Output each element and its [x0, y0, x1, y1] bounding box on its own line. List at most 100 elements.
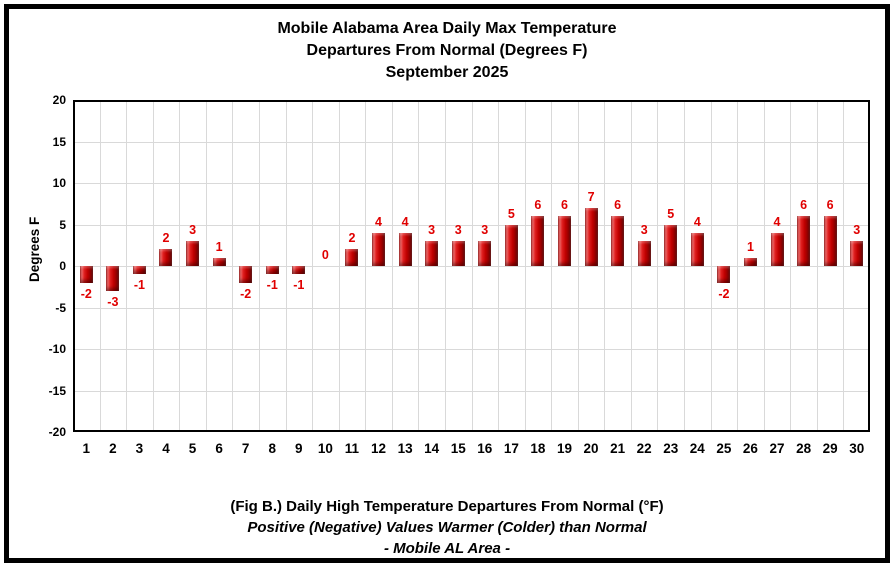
gridline-vertical: [391, 102, 393, 430]
bar: [292, 266, 306, 275]
bar: [531, 216, 545, 266]
y-axis-tick-label: -5: [55, 300, 66, 315]
x-axis-tick-label: 11: [344, 441, 360, 456]
gridline-vertical: [551, 102, 553, 430]
bar-value-label: 2: [162, 231, 170, 246]
gridline-vertical: [179, 102, 181, 430]
y-axis-tick-label: -20: [48, 425, 66, 439]
x-axis-tick-label: 29: [822, 441, 838, 456]
gridline-vertical: [126, 102, 128, 430]
chart-title-line2: Departures From Normal (Degrees F): [306, 42, 588, 59]
gridline-vertical: [471, 102, 473, 430]
bar-value-label: -3: [107, 294, 119, 309]
x-axis-tick-label: 30: [849, 441, 865, 456]
bar: [186, 241, 200, 266]
bar: [239, 266, 253, 283]
bar: [504, 224, 518, 266]
y-axis-tick-label: 0: [59, 259, 66, 273]
bar-value-label: 5: [667, 206, 675, 221]
x-axis-tick-label: 20: [583, 441, 599, 456]
bar: [850, 241, 864, 266]
bar-value-label: 4: [401, 214, 409, 229]
bar: [106, 266, 120, 291]
x-axis-tick-label: 16: [477, 441, 493, 456]
gridline-vertical: [790, 102, 792, 430]
x-axis-tick-label: 4: [162, 441, 170, 456]
figure-caption: (Fig B.) Daily High Temperature Departur…: [0, 496, 894, 559]
gridline-vertical: [99, 102, 101, 430]
bar: [345, 249, 359, 266]
bar: [79, 266, 93, 283]
bar: [797, 216, 811, 266]
bar: [664, 224, 678, 266]
gridline-vertical: [816, 102, 818, 430]
gridline-vertical: [630, 102, 632, 430]
bar-value-label: -2: [718, 286, 730, 301]
x-axis-tick-label: 27: [769, 441, 785, 456]
gridline-vertical: [710, 102, 712, 430]
x-axis-tick-label: 14: [424, 441, 440, 456]
bar: [132, 266, 146, 275]
gridline-vertical: [684, 102, 686, 430]
plot-area: -2 -3 -1 2 3 1 -2 -1 -1 0 2 4 4 3 3 3 5 6 6 7 6 3 5 4 -2 1 4 6 6 3: [73, 100, 870, 432]
bar: [372, 232, 386, 266]
chart-title: Mobile Alabama Area Daily Max Temperatur…: [0, 18, 894, 84]
gridline-vertical: [737, 102, 739, 430]
bar-value-label: 6: [560, 198, 568, 213]
x-axis-tick-label: 15: [450, 441, 466, 456]
x-axis-tick-label: 7: [241, 441, 250, 456]
gridline-vertical: [524, 102, 526, 430]
x-axis-tick-label: 22: [636, 441, 652, 456]
y-axis-tick-label: 10: [52, 176, 66, 190]
bar-value-label: 4: [693, 214, 701, 229]
bar: [770, 232, 784, 266]
gridline-vertical: [444, 102, 446, 430]
bar-value-label: 7: [587, 189, 595, 204]
bar-value-label: 3: [640, 223, 648, 238]
bar-value-label: 4: [375, 214, 382, 229]
gridline-vertical: [152, 102, 154, 430]
gridline-vertical: [312, 102, 314, 430]
y-axis-tick-label: 20: [52, 93, 66, 107]
bar: [823, 216, 837, 266]
x-axis-tick-label: 21: [610, 441, 626, 456]
bar: [212, 257, 226, 266]
bar-value-label: 3: [481, 223, 489, 238]
x-axis-tick-label: 6: [215, 441, 223, 456]
bar-value-label: 1: [215, 239, 223, 254]
bar-value-label: 2: [348, 231, 356, 246]
x-axis-tick-label: 23: [663, 441, 679, 456]
x-axis-tick-label: 28: [796, 441, 812, 456]
gridline-vertical: [843, 102, 845, 430]
bar-value-label: -1: [293, 278, 305, 293]
bar: [743, 257, 757, 266]
y-axis-tick-label: 5: [59, 217, 66, 232]
x-axis-tick-label: 3: [135, 441, 144, 456]
bar-value-label: 5: [507, 206, 515, 221]
bar: [637, 241, 651, 266]
bar-value-label: 4: [773, 214, 781, 229]
caption-line3: - Mobile AL Area -: [383, 540, 511, 557]
gridline-vertical: [763, 102, 765, 430]
x-axis-tick-label: 18: [530, 441, 546, 456]
gridline-vertical: [365, 102, 367, 430]
bar: [478, 241, 492, 266]
gridline-vertical: [258, 102, 260, 430]
gridline-vertical: [498, 102, 500, 430]
bar: [717, 266, 731, 283]
gridline-vertical: [338, 102, 340, 430]
gridline-vertical: [285, 102, 287, 430]
caption-line2: Positive (Negative) Values Warmer (Colde…: [247, 519, 647, 536]
bar-value-label: 0: [321, 248, 329, 262]
x-axis-tick-label: 12: [370, 441, 387, 456]
x-axis-tick-label: 8: [268, 441, 276, 456]
bar: [451, 241, 465, 266]
x-axis-tick-label: 10: [317, 441, 333, 456]
x-axis-tick-label: 19: [556, 441, 572, 456]
bar-value-label: 6: [800, 198, 808, 213]
x-axis-tick-label: 25: [716, 441, 732, 456]
bar-value-label: 3: [853, 223, 861, 238]
x-axis-tick-label: 9: [295, 441, 303, 456]
bar: [611, 216, 625, 266]
bar: [398, 232, 412, 266]
